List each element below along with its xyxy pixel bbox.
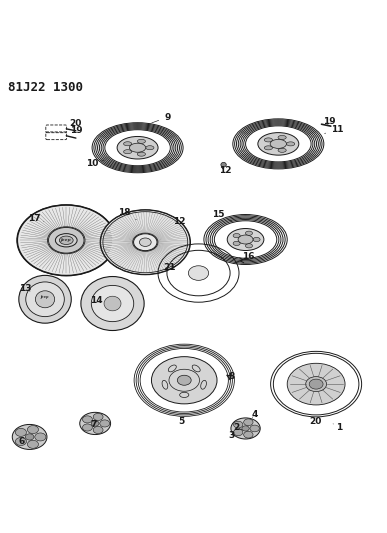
Ellipse shape <box>231 418 260 439</box>
Ellipse shape <box>227 229 264 251</box>
Ellipse shape <box>253 237 260 241</box>
Ellipse shape <box>221 163 226 167</box>
Ellipse shape <box>151 357 217 404</box>
Text: 14: 14 <box>90 296 103 305</box>
Ellipse shape <box>35 433 46 441</box>
Ellipse shape <box>233 233 240 238</box>
Ellipse shape <box>117 136 158 159</box>
Ellipse shape <box>59 236 73 245</box>
Ellipse shape <box>93 413 103 421</box>
Ellipse shape <box>91 421 99 426</box>
Ellipse shape <box>286 142 295 146</box>
Ellipse shape <box>244 431 253 438</box>
Text: 20: 20 <box>70 118 82 127</box>
Ellipse shape <box>137 152 146 156</box>
Ellipse shape <box>15 429 26 437</box>
Ellipse shape <box>244 419 253 426</box>
Ellipse shape <box>27 440 38 448</box>
Ellipse shape <box>139 238 151 246</box>
Ellipse shape <box>100 420 110 427</box>
Text: 18: 18 <box>118 208 136 220</box>
Ellipse shape <box>27 425 38 433</box>
Ellipse shape <box>188 266 209 280</box>
Ellipse shape <box>278 135 286 140</box>
Text: 12: 12 <box>219 166 231 175</box>
Ellipse shape <box>233 421 243 428</box>
Ellipse shape <box>25 434 34 440</box>
Text: 21: 21 <box>163 263 176 272</box>
Text: 3: 3 <box>228 431 235 440</box>
Ellipse shape <box>82 416 92 423</box>
Text: 20: 20 <box>309 417 321 426</box>
Ellipse shape <box>137 139 146 143</box>
Ellipse shape <box>19 276 71 323</box>
Text: 17: 17 <box>28 214 44 223</box>
Ellipse shape <box>48 228 84 253</box>
Text: 11: 11 <box>325 125 344 134</box>
Ellipse shape <box>242 426 249 431</box>
Ellipse shape <box>100 209 190 274</box>
Text: 19: 19 <box>323 117 336 126</box>
Text: 81J22 1300: 81J22 1300 <box>9 80 84 94</box>
Ellipse shape <box>15 438 26 446</box>
Ellipse shape <box>258 133 299 155</box>
Ellipse shape <box>134 234 157 251</box>
Ellipse shape <box>287 364 345 405</box>
Ellipse shape <box>123 142 132 146</box>
Ellipse shape <box>55 233 77 247</box>
Ellipse shape <box>91 285 134 321</box>
Ellipse shape <box>264 138 272 142</box>
Ellipse shape <box>233 241 240 246</box>
Ellipse shape <box>26 282 64 317</box>
Ellipse shape <box>233 429 243 435</box>
Ellipse shape <box>129 143 146 152</box>
Text: 7: 7 <box>91 420 97 429</box>
Ellipse shape <box>93 426 103 433</box>
Ellipse shape <box>35 291 55 308</box>
Ellipse shape <box>104 296 121 311</box>
Text: Jeep: Jeep <box>41 295 49 300</box>
Text: 10: 10 <box>86 159 104 168</box>
Ellipse shape <box>309 379 323 389</box>
Ellipse shape <box>17 205 116 276</box>
Text: 12: 12 <box>173 217 185 226</box>
Text: 9: 9 <box>152 113 170 123</box>
Ellipse shape <box>245 231 252 236</box>
Text: Jeep: Jeep <box>61 238 72 243</box>
Ellipse shape <box>278 148 286 152</box>
Ellipse shape <box>250 425 259 432</box>
Ellipse shape <box>306 377 327 392</box>
Text: 1: 1 <box>333 423 342 432</box>
Ellipse shape <box>270 139 286 148</box>
Text: 8: 8 <box>229 372 235 381</box>
Ellipse shape <box>12 424 47 449</box>
Text: 6: 6 <box>19 437 25 446</box>
Text: 2: 2 <box>234 423 242 432</box>
Ellipse shape <box>81 277 144 330</box>
Ellipse shape <box>177 375 191 385</box>
Ellipse shape <box>245 244 252 248</box>
Text: 16: 16 <box>242 252 255 261</box>
Ellipse shape <box>264 146 272 150</box>
Ellipse shape <box>123 150 132 154</box>
Text: 13: 13 <box>19 284 32 293</box>
Ellipse shape <box>82 424 92 431</box>
Text: 4: 4 <box>251 410 258 419</box>
Text: 19: 19 <box>70 126 82 135</box>
Text: 15: 15 <box>212 210 232 221</box>
Ellipse shape <box>80 413 111 434</box>
Text: 5: 5 <box>178 417 184 426</box>
Ellipse shape <box>146 146 154 150</box>
Ellipse shape <box>238 235 253 244</box>
